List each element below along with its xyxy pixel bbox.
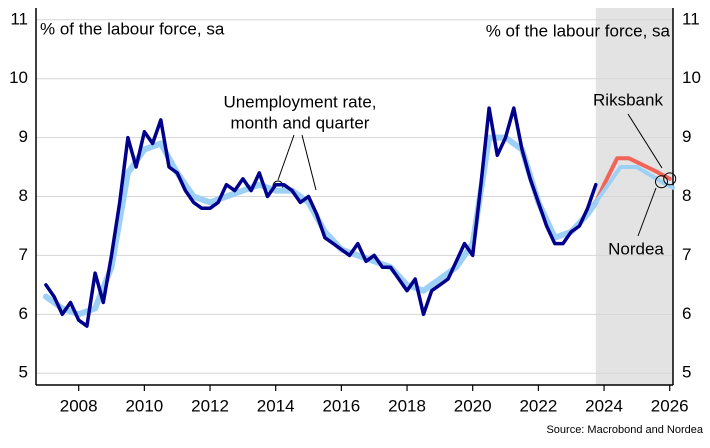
y-tick-label-right: 6 — [682, 304, 691, 323]
y-tick-label: 6 — [19, 304, 28, 323]
annotation-leader — [301, 134, 317, 191]
annotation: Nordea — [608, 239, 664, 258]
x-tick-label: 2010 — [125, 396, 163, 415]
source: Source: Macrobond and Nordea — [546, 424, 703, 436]
x-tick-label: 2012 — [191, 396, 229, 415]
x-tick-label: 2020 — [454, 396, 492, 415]
end-marker — [663, 172, 677, 186]
y-tick-label: 5 — [19, 363, 28, 382]
annotation: Unemployment rate, — [223, 92, 376, 111]
y-tick-label-right: 8 — [682, 186, 691, 205]
y-tick-label: 10 — [9, 68, 28, 87]
forecast-line — [593, 156, 672, 205]
background — [36, 8, 673, 385]
series-line — [44, 106, 598, 328]
x-tick-label: 2016 — [322, 396, 360, 415]
y-tick-label-right: 5 — [682, 363, 691, 382]
annotation: month and quarter — [231, 113, 370, 132]
y-axis-label-right: % of the labour force, sa — [486, 21, 671, 40]
x-tick-label: 2022 — [519, 396, 557, 415]
annotation-leader — [277, 134, 295, 181]
x-tick-label: 2008 — [60, 396, 98, 415]
y-tick-label: 11 — [10, 9, 28, 28]
y-tick-label-right: 11 — [682, 9, 700, 28]
y-tick-label-right: 10 — [682, 68, 701, 87]
x-tick-label: 2018 — [388, 396, 426, 415]
annotation-leader — [627, 113, 663, 169]
y-tick-label: 9 — [19, 127, 28, 146]
annotation-leader — [637, 187, 657, 237]
forecast-line — [593, 165, 675, 205]
x-tick-label: 2014 — [257, 396, 295, 415]
end-marker — [655, 175, 669, 189]
y-tick-label: 7 — [19, 245, 28, 264]
annotation: Riksbank — [593, 90, 663, 109]
x-tick-label: 2026 — [651, 396, 689, 415]
y-axis-label-left: % of the labour force, sa — [40, 19, 225, 38]
y-tick-label-right: 9 — [682, 127, 691, 146]
y-tick-label: 8 — [19, 186, 28, 205]
x-tick-label: 2024 — [585, 396, 623, 415]
y-tick-label-right: 7 — [682, 245, 691, 264]
